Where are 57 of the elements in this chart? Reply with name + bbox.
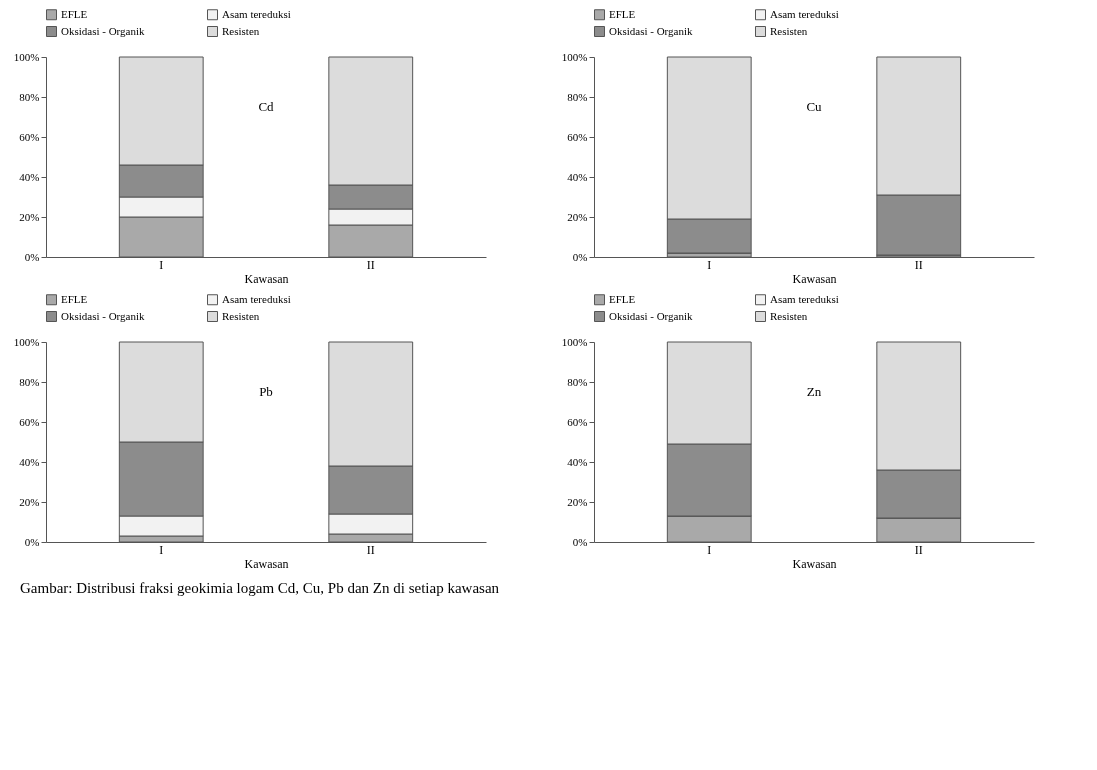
annotation: Pb	[259, 384, 273, 399]
legend-label: EFLE	[609, 292, 636, 305]
x-tick-label: II	[366, 257, 375, 272]
annotation: Cd	[258, 99, 275, 114]
legend-label: Asam tereduksi	[222, 7, 291, 20]
y-tick-label: 80%	[567, 375, 588, 388]
y-tick-label: 20%	[19, 210, 40, 223]
x-axis-title: Kawasan	[244, 556, 289, 571]
y-tick-label: 40%	[19, 455, 40, 468]
legend-label: Oksidasi - Organik	[609, 24, 694, 37]
x-tick-label: II	[914, 542, 923, 557]
y-tick-label: 100%	[13, 335, 40, 348]
y-tick-label: 60%	[19, 130, 40, 143]
x-tick-label: I	[707, 257, 712, 272]
legend-label: Resisten	[770, 24, 808, 37]
legend-label: Asam tereduksi	[222, 292, 291, 305]
x-axis-title: Kawasan	[792, 271, 837, 286]
legend-label: Oksidasi - Organik	[61, 309, 146, 322]
y-tick-label: 100%	[561, 50, 588, 63]
legend-label: Resisten	[222, 24, 260, 37]
y-tick-label: 80%	[567, 90, 588, 103]
y-tick-label: 0%	[572, 250, 588, 263]
text: Gambar: Distribusi fraksi geokimia logam Cd, Cu, Pb dan Zn di setiap kawasan	[19, 579, 501, 598]
x-axis-title: Kawasan	[792, 556, 837, 571]
y-tick-label: 60%	[567, 415, 588, 428]
x-tick-label: I	[707, 542, 712, 557]
legend-label: Asam tereduksi	[770, 292, 839, 305]
y-tick-label: 0%	[572, 535, 588, 548]
legend-label: Resisten	[222, 309, 260, 322]
y-tick-label: 40%	[19, 170, 40, 183]
x-tick-label: I	[159, 257, 164, 272]
y-tick-label: 80%	[19, 375, 40, 388]
legend-label: EFLE	[61, 7, 88, 20]
legend-label: Oksidasi - Organik	[609, 309, 694, 322]
y-tick-label: 20%	[19, 495, 40, 508]
annotation: Zn	[806, 384, 822, 399]
y-tick-label: 0%	[24, 535, 40, 548]
x-tick-label: II	[366, 542, 375, 557]
x-tick-label: II	[914, 257, 923, 272]
y-tick-label: 40%	[567, 170, 588, 183]
y-tick-label: 40%	[567, 455, 588, 468]
y-tick-label: 20%	[567, 210, 588, 223]
y-tick-label: 100%	[13, 50, 40, 63]
y-tick-label: 60%	[567, 130, 588, 143]
y-tick-label: 60%	[19, 415, 40, 428]
y-tick-label: 80%	[19, 90, 40, 103]
y-tick-label: 0%	[24, 250, 40, 263]
x-axis-title: Kawasan	[244, 271, 289, 286]
legend-label: EFLE	[609, 7, 636, 20]
annotation: Cu	[806, 99, 823, 114]
y-tick-label: 20%	[567, 495, 588, 508]
legend-label: Oksidasi - Organik	[61, 24, 146, 37]
legend-label: EFLE	[61, 292, 88, 305]
y-tick-label: 100%	[561, 335, 588, 348]
legend-label: Resisten	[770, 309, 808, 322]
x-tick-label: I	[159, 542, 164, 557]
legend-label: Asam tereduksi	[770, 7, 839, 20]
